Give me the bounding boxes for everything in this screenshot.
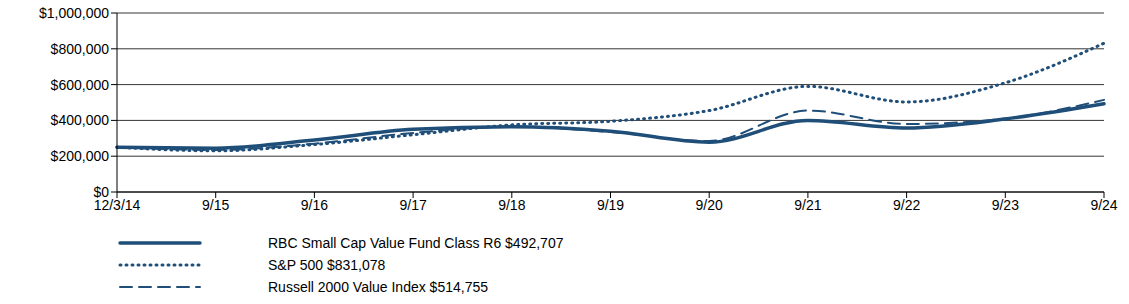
svg-text:9/24: 9/24 — [1090, 197, 1117, 213]
svg-text:9/17: 9/17 — [399, 197, 426, 213]
svg-text:9/19: 9/19 — [597, 197, 624, 213]
html-text:Russell 2000 Value Index $514,: Russell 2000 Value Index $514,755 — [268, 279, 488, 295]
svg-text:$200,000: $200,000 — [51, 148, 110, 164]
svg-text:$800,000: $800,000 — [51, 41, 110, 57]
svg-text:12/3/14: 12/3/14 — [93, 196, 141, 213]
svg-text:$600,000: $600,000 — [51, 77, 110, 93]
html-text:S&P 500 $831,078: S&P 500 $831,078 — [268, 257, 386, 273]
svg-text:9/23: 9/23 — [992, 197, 1019, 213]
svg-text:$0: $0 — [93, 184, 109, 200]
html-text:RBC Small Cap Value Fund Class: RBC Small Cap Value Fund Class R6 $492,7… — [268, 235, 564, 251]
svg-text:9/21: 9/21 — [794, 197, 821, 213]
svg-text:9/18: 9/18 — [498, 197, 525, 213]
svg-text:9/15: 9/15 — [202, 197, 229, 213]
svg-text:$1,000,000: $1,000,000 — [39, 5, 109, 21]
svg-text:9/20: 9/20 — [696, 197, 723, 213]
svg-text:9/22: 9/22 — [893, 197, 920, 213]
svg-text:9/16: 9/16 — [301, 197, 328, 213]
svg-text:$400,000: $400,000 — [51, 112, 110, 128]
